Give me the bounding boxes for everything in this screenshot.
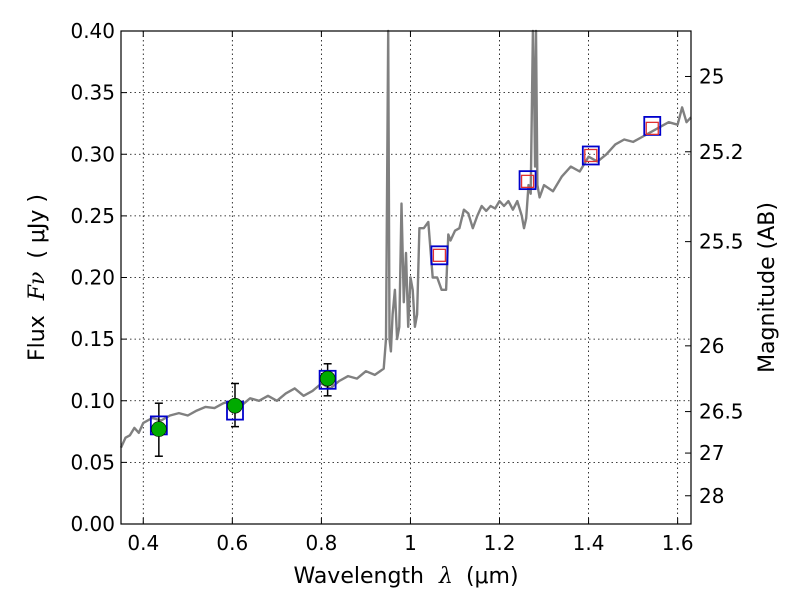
x-axis-title-text: Wavelength xyxy=(293,564,424,589)
y-axis-title-symbol: Fν xyxy=(25,272,50,302)
x-axis-title-symbol: λ xyxy=(438,564,453,589)
mag-tick-label: 25.5 xyxy=(699,230,744,254)
mag-tick-label: 25.2 xyxy=(699,140,744,164)
axis-ticks xyxy=(121,30,691,525)
y-axis-title-text: Flux xyxy=(25,315,50,361)
y-tick-label: 0.20 xyxy=(70,266,115,290)
tick-labels: 0.4 0.6 0.8 1 1.2 1.4 1.6 0.00 0.05 0.10 0.15 0.20 0… xyxy=(70,19,743,555)
observed-photometry-point xyxy=(227,397,243,414)
y2-axis-title: Magnitude (AB) xyxy=(755,202,780,373)
y-tick-label: 0.05 xyxy=(70,450,115,474)
observed-photometry-point xyxy=(151,421,167,437)
model-photometry-square xyxy=(430,245,449,266)
y-tick-label: 0.40 xyxy=(70,19,115,43)
y-tick-label: 0.35 xyxy=(70,81,115,105)
mag-tick-label: 26.5 xyxy=(699,400,744,424)
y-tick-label: 0.00 xyxy=(70,512,115,536)
mag-tick-label: 25 xyxy=(699,64,724,88)
model-photometry-square xyxy=(518,170,537,191)
observed-photometry-point xyxy=(319,370,336,387)
x-tick-label: 1.2 xyxy=(484,531,516,555)
y-axis-title: Flux Fν ( μJy ) xyxy=(25,194,50,361)
upper-limit-square xyxy=(584,148,598,163)
spectrum-series xyxy=(119,29,692,449)
x-tick-label: 1 xyxy=(404,531,417,555)
mag-tick-label: 28 xyxy=(699,484,724,508)
x-tick-label: 1.6 xyxy=(662,531,694,555)
photometry-markers xyxy=(149,116,662,437)
y-tick-label: 0.15 xyxy=(70,327,115,351)
y-tick-label: 0.30 xyxy=(70,142,115,166)
x-tick-label: 1.4 xyxy=(573,531,605,555)
upper-limit-square xyxy=(432,248,447,262)
x-tick-label: 0.4 xyxy=(127,531,159,555)
upper-limit-square xyxy=(520,174,535,189)
spectrum-line xyxy=(119,29,692,449)
x-tick-label: 0.6 xyxy=(216,531,248,555)
mag-tick-label: 26 xyxy=(699,334,724,358)
upper-limit-square xyxy=(645,121,659,136)
x-axis-title-unit: (μm) xyxy=(466,564,519,589)
model-photometry-square xyxy=(581,145,600,166)
y-tick-label: 0.10 xyxy=(70,389,115,413)
y-tick-label: 0.25 xyxy=(70,204,115,228)
mag-tick-label: 27 xyxy=(699,441,724,465)
x-tick-label: 0.8 xyxy=(305,531,337,555)
y-axis-title-unit: ( μJy ) xyxy=(25,194,50,259)
x-axis-title: Wavelength λ (μm) xyxy=(293,564,518,589)
